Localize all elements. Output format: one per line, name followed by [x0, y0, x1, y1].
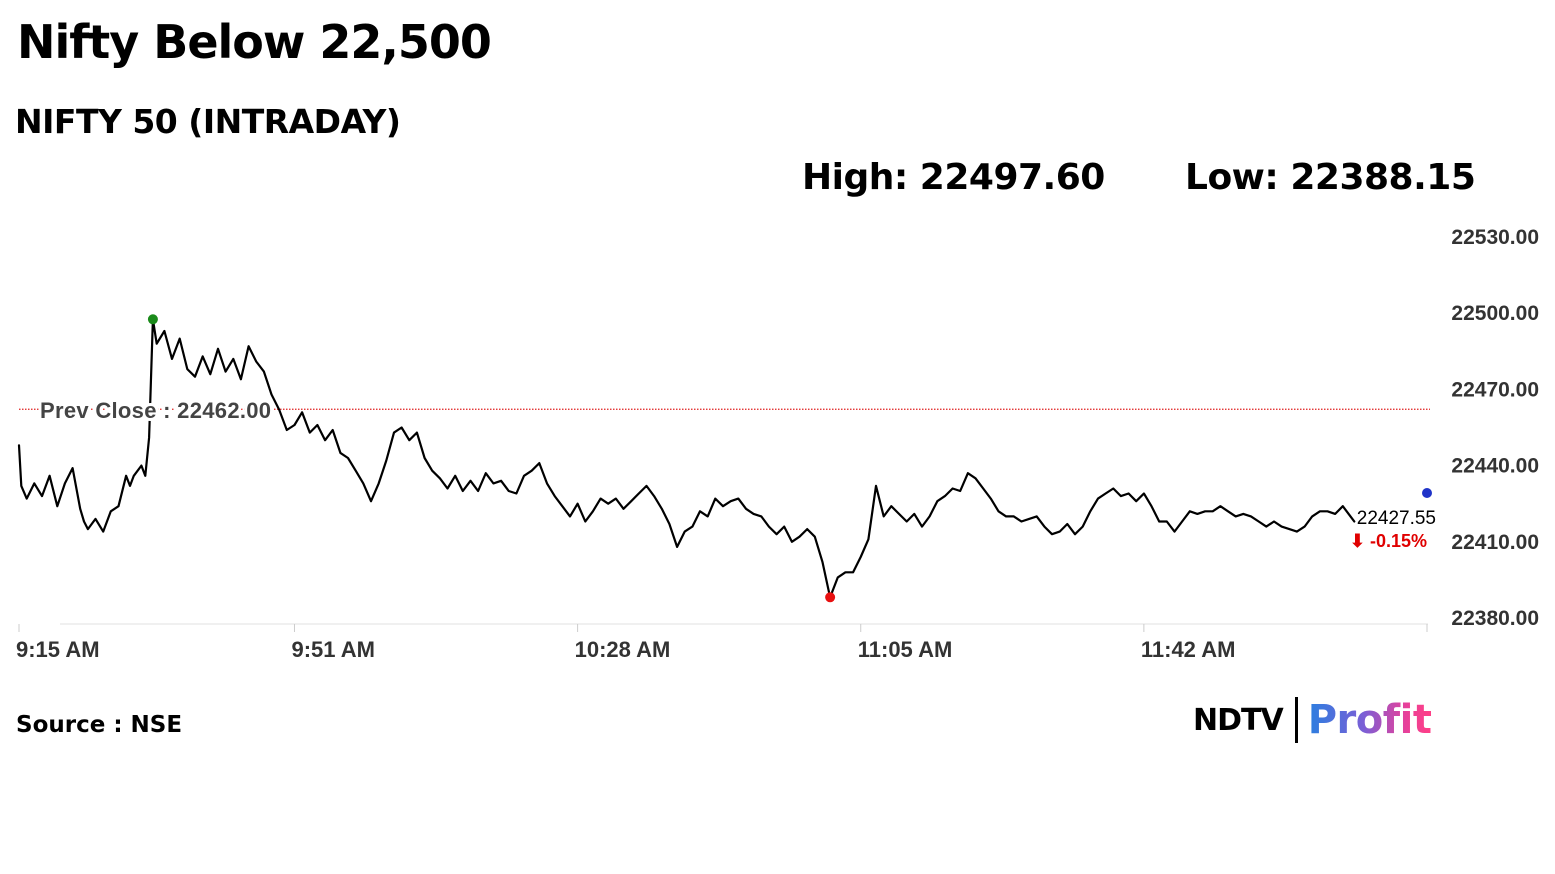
- y-tick-label: 22410.00: [1451, 531, 1539, 554]
- day-low-label: Low: 22388.15: [1185, 157, 1476, 198]
- high-point-marker: [147, 314, 158, 325]
- chart-subtitle: NIFTY 50 (INTRADAY): [15, 102, 401, 141]
- y-tick-label: 22470.00: [1451, 378, 1539, 401]
- x-tick-label: 9:15 AM: [16, 637, 100, 662]
- x-tick-label: 11:05 AM: [858, 637, 953, 662]
- x-tick-label: 10:28 AM: [575, 637, 671, 662]
- y-tick-label: 22500.00: [1451, 302, 1539, 325]
- low-point-marker: [825, 592, 836, 603]
- logo-profit-text: Profit: [1307, 697, 1432, 743]
- y-tick-label: 22530.00: [1451, 226, 1539, 249]
- prev-close-label: Prev Close : 22462.00: [40, 398, 271, 423]
- current-price-marker: [1422, 488, 1432, 498]
- headline: Nifty Below 22,500: [17, 15, 492, 69]
- logo-divider: [1294, 697, 1298, 743]
- price-series-line: [17, 318, 1356, 599]
- y-tick-label: 22380.00: [1451, 607, 1539, 630]
- change-percent-label: ⬇ -0.15%: [1350, 531, 1427, 551]
- source-note: Source : NSE: [16, 712, 183, 738]
- x-tick-label: 11:42 AM: [1141, 637, 1236, 662]
- y-tick-label: 22440.00: [1451, 455, 1539, 478]
- ndtv-profit-logo: NDTV Profit: [1193, 694, 1432, 746]
- logo-ndtv-text: NDTV: [1193, 702, 1284, 738]
- day-high-label: High: 22497.60: [802, 157, 1105, 198]
- last-price-label: 22427.55: [1357, 508, 1436, 529]
- x-tick-label: 9:51 AM: [291, 637, 375, 662]
